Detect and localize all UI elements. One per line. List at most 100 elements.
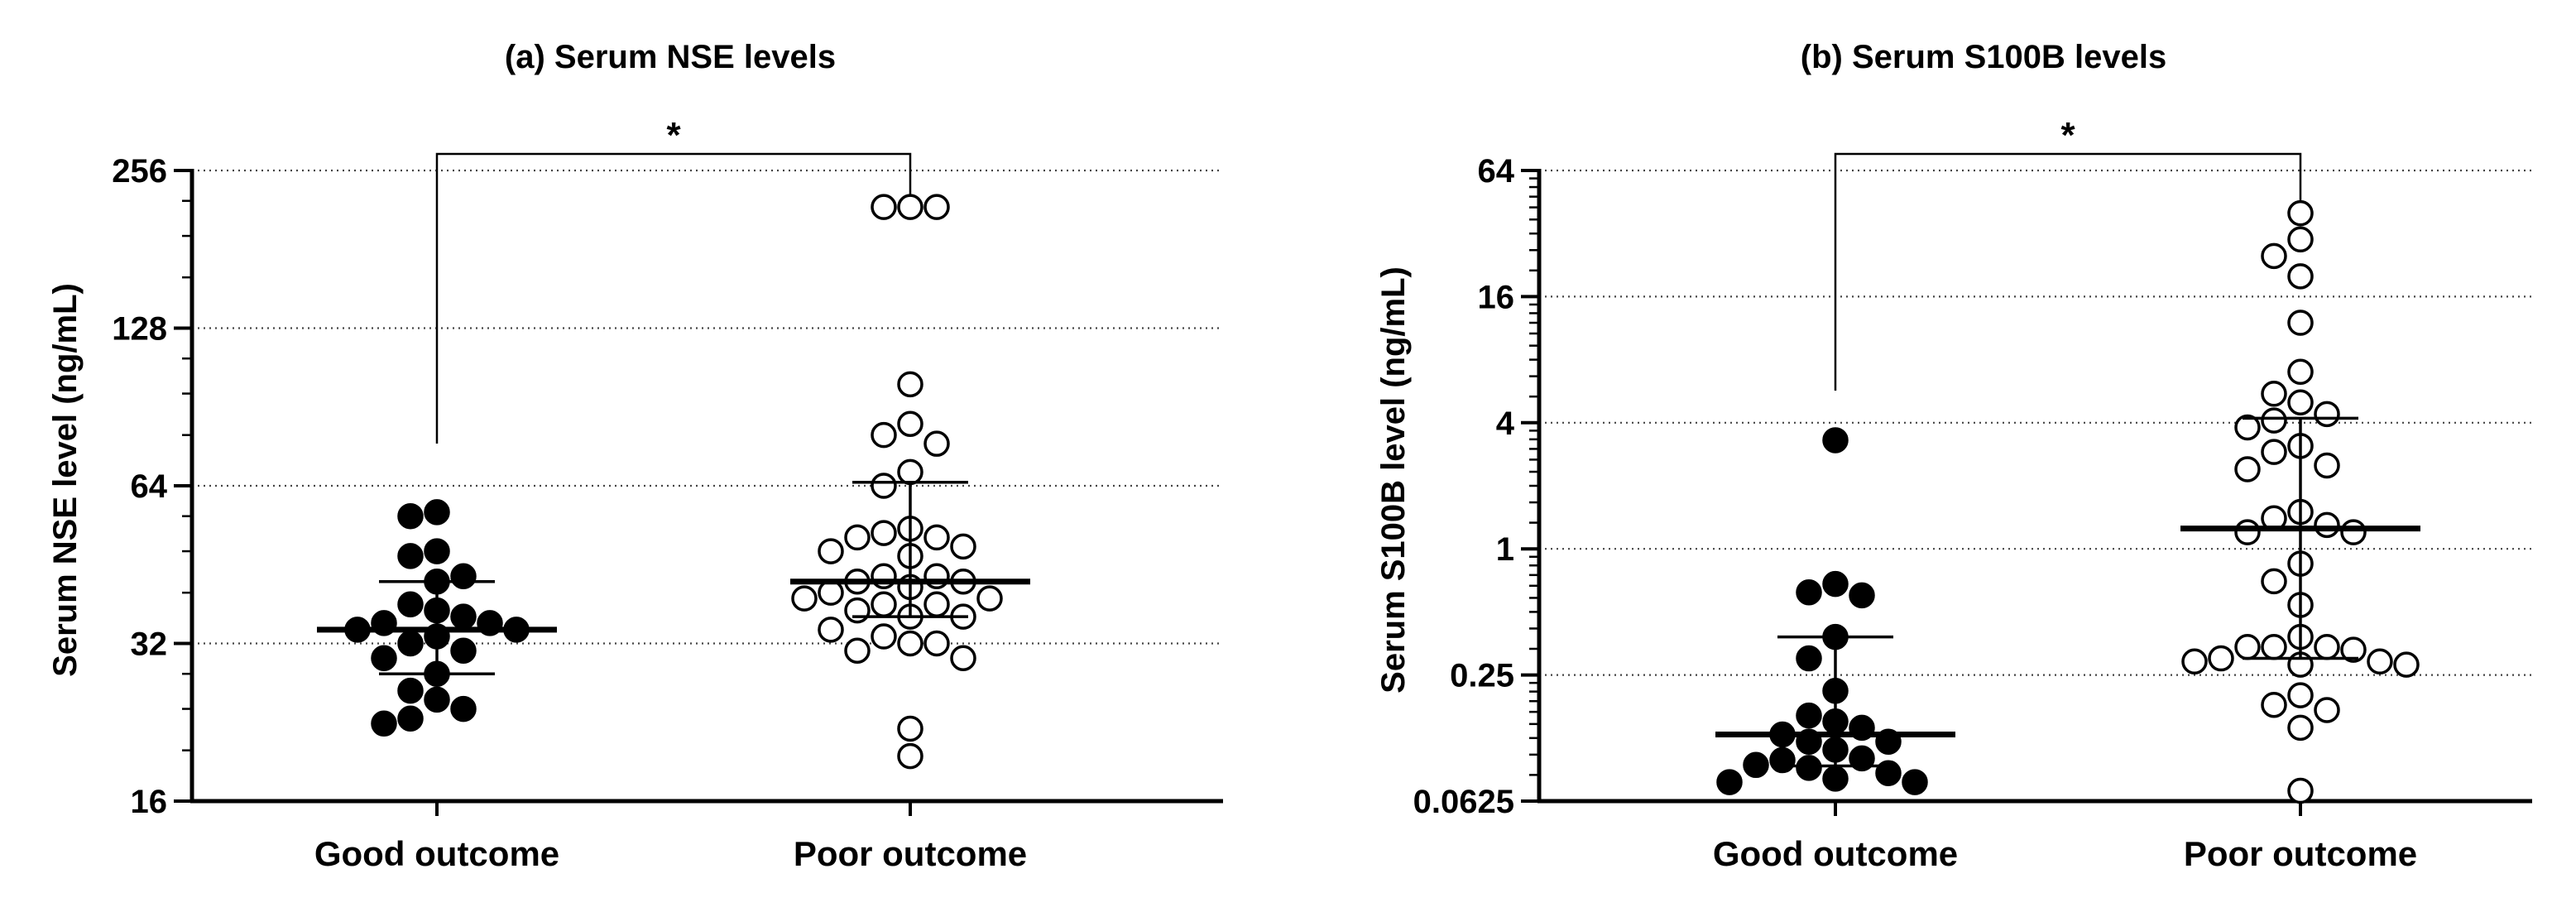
data-point [2287, 310, 2314, 336]
data-point [897, 371, 923, 398]
data-point [450, 637, 477, 664]
y-tick-label: 128 [112, 311, 167, 348]
data-point [2181, 648, 2208, 675]
data-point [2261, 691, 2287, 718]
data-point [450, 695, 477, 722]
data-point [1822, 570, 1849, 598]
y-tick-label: 64 [1478, 153, 1515, 190]
data-point [923, 194, 950, 220]
data-point [397, 502, 424, 530]
data-point [2314, 634, 2340, 660]
data-point [2208, 645, 2234, 672]
data-point [1796, 645, 1822, 672]
data-point [871, 623, 897, 650]
data-point [897, 715, 923, 742]
gridlines-s100b [1539, 169, 2532, 676]
data-point [2261, 439, 2287, 465]
data-point [2287, 682, 2314, 708]
significance-marker: * [2060, 115, 2075, 156]
data-point [897, 194, 923, 220]
data-point [871, 473, 897, 499]
data-point [2314, 511, 2340, 539]
data-point [2234, 519, 2261, 545]
x-category-label: Poor outcome [794, 834, 1027, 873]
data-point [2261, 242, 2287, 270]
chart-title-s100b: (b) Serum S100B levels [1801, 39, 2166, 75]
y-ticks-s100b: 0.0625 0.25 1 4 16 64 [1413, 153, 1539, 820]
data-point [1796, 702, 1822, 729]
data-point [950, 533, 976, 560]
data-point [2287, 263, 2314, 290]
data-point [1849, 745, 1875, 772]
data-point [2261, 381, 2287, 407]
data-point [2261, 407, 2287, 434]
y-tick-label: 256 [112, 153, 167, 190]
data-point [2340, 519, 2367, 545]
data-point [2287, 777, 2314, 804]
data-point [2287, 389, 2314, 416]
y-tick-label: 0.0625 [1413, 784, 1514, 820]
data-point [844, 524, 871, 551]
data-point [897, 410, 923, 438]
data-point [923, 524, 950, 551]
y-tick-label: 16 [131, 784, 168, 820]
data-point [818, 579, 844, 606]
gridlines-nse [192, 169, 1223, 645]
data-point [1822, 427, 1849, 454]
chart-title-nse: (a) Serum NSE levels [505, 39, 836, 75]
data-point [871, 520, 897, 546]
data-point [818, 538, 844, 564]
data-point [897, 630, 923, 657]
data-point [1769, 746, 1796, 774]
y-ticks-nse: 16 32 64 128 256 [112, 153, 192, 820]
data-point [950, 645, 976, 671]
data-point [1796, 755, 1822, 781]
median-iqr-s100b [1715, 416, 2420, 768]
data-point [2314, 452, 2340, 479]
data-point [818, 617, 844, 643]
panel-s100b: (b) Serum S100B levels Serum S100B level… [1375, 39, 2532, 873]
y-axis-title-nse: Serum NSE level (ng/mL) [47, 283, 84, 677]
data-point [397, 677, 424, 704]
data-point [424, 686, 450, 713]
data-point [897, 742, 923, 770]
data-point [450, 563, 477, 590]
y-tick-label: 16 [1478, 279, 1515, 315]
x-categories-s100b: Good outcome Poor outcome [1713, 801, 2417, 873]
data-point [2234, 456, 2261, 482]
x-category-label: Good outcome [1713, 834, 1958, 873]
data-point [976, 585, 1003, 612]
data-point [371, 645, 397, 671]
data-point [2287, 226, 2314, 253]
data-point [2314, 697, 2340, 723]
data-point [871, 421, 897, 449]
data-point [2234, 634, 2261, 660]
data-point [2261, 634, 2287, 660]
data-point [2393, 651, 2420, 678]
significance-bracket-line [1834, 152, 2302, 391]
data-point [1822, 766, 1849, 792]
data-point [897, 458, 923, 486]
x-categories-nse: Good outcome Poor outcome [314, 801, 1027, 873]
axes-s100b [1537, 169, 2532, 804]
data-point [397, 705, 424, 732]
data-point [2314, 401, 2340, 428]
y-tick-label: 1 [1496, 531, 1514, 568]
data-point [1849, 582, 1875, 609]
significance-marker: * [666, 115, 681, 156]
median-iqr-nse [317, 480, 1030, 675]
significance-bracket-s100b: * [1834, 115, 2302, 391]
y-tick-label: 32 [131, 626, 168, 663]
data-point [844, 637, 871, 664]
x-category-label: Good outcome [314, 834, 559, 873]
data-point [424, 499, 450, 526]
data-point [397, 630, 424, 657]
data-point [2340, 636, 2367, 663]
data-point [2287, 714, 2314, 742]
data-point [397, 591, 424, 618]
y-axis-title-s100b: Serum S100B level (ng/mL) [1375, 266, 1412, 694]
y-tick-label: 4 [1496, 406, 1515, 442]
data-point [2287, 199, 2314, 227]
data-point [791, 585, 818, 612]
data-point [450, 603, 477, 630]
